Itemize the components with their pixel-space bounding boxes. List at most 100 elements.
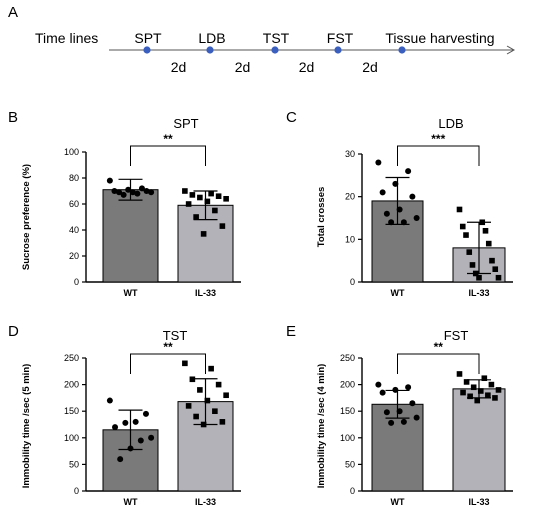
significance-label: ** [163, 132, 173, 146]
x-tick-label: IL-33 [468, 288, 489, 298]
data-point [388, 219, 395, 226]
y-axis-label: Total crosses [316, 187, 327, 248]
timeline-step-label: SPT [134, 30, 162, 46]
data-point [182, 188, 188, 194]
timeline-steps: SPT LDB TST FST Tissue harvesting 2d 2d 2d 2d [134, 30, 494, 75]
data-point [492, 266, 499, 272]
data-point [143, 188, 150, 194]
data-point [215, 381, 222, 388]
timeline-interval-label: 2d [171, 59, 187, 75]
panel-letter: B [8, 109, 18, 126]
timeline-interval-label: 2d [299, 59, 315, 75]
data-point [392, 386, 399, 393]
y-tick-label: 20 [345, 192, 355, 202]
x-tick-label: IL-33 [195, 497, 216, 507]
data-point [409, 400, 416, 407]
data-point [492, 395, 498, 401]
x-tick-label: WT [391, 288, 405, 298]
chart-title: LDB [438, 116, 463, 131]
data-point [456, 206, 463, 213]
y-tick-label: 0 [350, 486, 355, 496]
data-point [204, 198, 211, 205]
significance-bracket [397, 145, 480, 166]
x-tick-label: WT [124, 497, 138, 507]
data-point [148, 434, 155, 441]
data-point [200, 421, 207, 428]
panel-letter-a: A [8, 4, 18, 21]
data-point [400, 219, 407, 226]
timeline-dot [398, 46, 406, 54]
data-point [470, 384, 477, 391]
timeline-step-label: LDB [198, 30, 225, 46]
data-point [127, 445, 134, 452]
data-point [219, 223, 226, 229]
significance-bracket [130, 353, 206, 374]
timeline-label: Time lines [35, 30, 98, 46]
data-point [138, 185, 145, 192]
data-point [111, 188, 118, 194]
data-point [463, 232, 469, 238]
data-point [193, 413, 199, 420]
data-point [481, 375, 488, 382]
timeline-dot [334, 46, 342, 54]
bar [452, 388, 506, 492]
data-point [106, 177, 113, 184]
data-point [125, 186, 132, 193]
data-point [379, 189, 386, 196]
chart-title: SPT [173, 116, 198, 131]
data-point [219, 419, 226, 425]
timeline-interval-label: 2d [362, 59, 378, 75]
significance-label: ** [163, 340, 173, 354]
data-point [129, 189, 136, 196]
timeline-panel: A Time lines SPT LDB TST FST Tissue harvesti… [8, 4, 516, 75]
data-point [469, 262, 476, 268]
panel-letter: E [286, 323, 296, 340]
y-tick-label: 50 [345, 459, 355, 469]
y-tick-label: 100 [64, 147, 79, 157]
y-tick-label: 80 [69, 173, 79, 183]
data-point [489, 257, 495, 264]
data-point [215, 193, 222, 199]
data-point [460, 389, 466, 396]
y-tick-label: 250 [340, 353, 355, 363]
data-point [472, 270, 479, 277]
data-point [459, 223, 466, 230]
data-point [189, 192, 196, 198]
panel-fst: E FST Immobility time /sec (4 min) 0 50 100 15… [286, 323, 513, 507]
panel-letter: C [286, 109, 297, 126]
data-point [134, 190, 141, 197]
timeline-step-label: Tissue harvesting [385, 30, 494, 46]
data-point [477, 388, 484, 394]
significance-label: *** [431, 132, 445, 146]
data-point [383, 409, 390, 416]
panel-spt: B SPT Sucrose preference (%) 0 20 40 60 80 100 WT… [8, 109, 241, 298]
y-axis-label: Immobility time /sec (5 min) [21, 364, 32, 489]
y-axis-label: Immobility time /sec (4 min) [316, 364, 327, 489]
data-point [413, 414, 420, 421]
data-point [182, 360, 188, 367]
data-point [467, 393, 473, 400]
data-point [208, 190, 214, 197]
data-point [495, 387, 502, 393]
data-point [208, 365, 214, 372]
panel-tst: D TST Immobility time /sec (5 min) 0 50 100 15… [8, 323, 241, 507]
data-point [479, 219, 486, 226]
data-point [485, 392, 491, 399]
x-tick-label: IL-33 [468, 497, 489, 507]
data-point [413, 215, 420, 221]
data-point [466, 249, 473, 255]
x-tick-label: WT [391, 497, 405, 507]
x-tick-label: IL-33 [195, 288, 216, 298]
data-point [185, 201, 192, 207]
y-tick-label: 100 [340, 433, 355, 443]
timeline-dot [271, 46, 279, 54]
data-point [148, 189, 155, 196]
y-tick-label: 150 [64, 406, 79, 416]
significance-label: ** [434, 340, 444, 354]
y-tick-label: 40 [69, 225, 79, 235]
data-point [463, 379, 470, 385]
data-point [142, 410, 149, 417]
y-tick-label: 0 [350, 277, 355, 287]
data-point [388, 419, 395, 426]
